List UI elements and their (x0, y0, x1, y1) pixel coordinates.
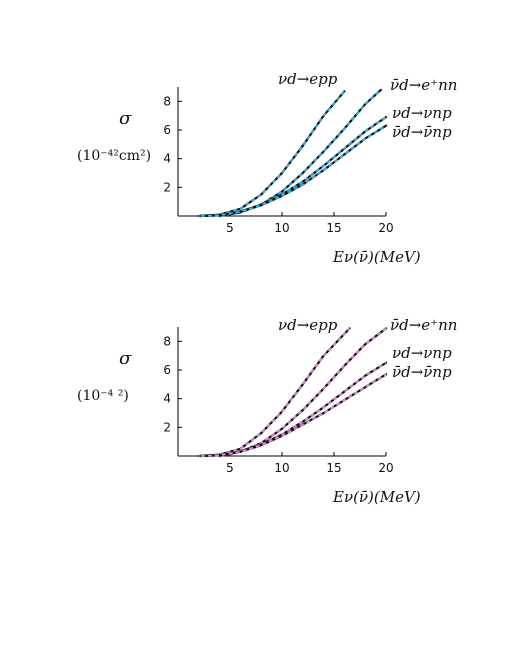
top-y-tick-label: 6 (163, 123, 171, 137)
bottom-series-1-dash (198, 327, 351, 457)
top-xlabel: Eν(ν̄)(MeV) (332, 248, 421, 266)
top-x-tick-label: 10 (274, 221, 289, 235)
top-legend-label-2: ν̄d→e⁺nn (390, 76, 457, 94)
bottom-series-4-line (199, 373, 388, 458)
top-chart-panel: σ (10⁻⁴²cm²) Eν(ν̄)(MeV) νd→epp ν̄d→e⁺nn… (77, 70, 457, 266)
bottom-x-tick-label: 5 (226, 461, 234, 475)
top-x-tick-label: 20 (378, 221, 393, 235)
top-y-tick-label: 4 (163, 152, 171, 166)
bottom-series-1-line (197, 327, 351, 458)
bottom-y-tick-label: 8 (163, 334, 171, 348)
bottom-x-tick-label: 10 (274, 461, 289, 475)
top-series-2-line (218, 88, 382, 218)
bottom-ylabel-unit: (10⁻⁴ ²) (77, 388, 129, 404)
bottom-x-tick-label: 15 (326, 461, 341, 475)
bottom-y-tick-label: 6 (163, 363, 171, 377)
bottom-legend-label-4: ν̄d→ν̄np (392, 363, 452, 381)
top-x-tick-label: 5 (226, 221, 234, 235)
top-series-2-dash (219, 89, 382, 217)
top-x-tick-label: 15 (326, 221, 341, 235)
top-legend-label-1: νd→epp (278, 70, 338, 88)
top-series-4-dash (200, 124, 387, 217)
bottom-ylabel-symbol: σ (119, 348, 132, 369)
bottom-series-2-dash (219, 327, 387, 457)
top-legend-label-4: ν̄d→ν̄np (392, 123, 452, 141)
bottom-y-tick-label: 2 (163, 420, 171, 434)
bottom-y-tick-label: 4 (163, 392, 171, 406)
bottom-legend-label-2: ν̄d→e⁺nn (390, 316, 457, 334)
bottom-series-4-dash (200, 373, 387, 457)
bottom-x-tick-label: 20 (378, 461, 393, 475)
top-y-tick-label: 2 (163, 180, 171, 194)
top-ylabel-symbol: σ (119, 108, 132, 129)
top-series-4-line (199, 124, 388, 218)
bottom-series-3-line (199, 361, 388, 458)
top-legend-label-3: νd→νnp (392, 104, 452, 122)
top-y-tick-label: 8 (163, 94, 171, 108)
bottom-xlabel: Eν(ν̄)(MeV) (332, 488, 421, 506)
bottom-series-3-dash (200, 362, 387, 457)
top-ylabel-unit: (10⁻⁴²cm²) (77, 148, 151, 164)
top-series-3-dash (200, 116, 387, 217)
bottom-legend-label-3: νd→νnp (392, 344, 452, 362)
bottom-legend-label-1: νd→epp (278, 316, 338, 334)
bottom-chart-panel: σ (10⁻⁴ ²) Eν(ν̄)(MeV) νd→epp ν̄d→e⁺nn ν… (77, 316, 457, 506)
top-series-3-line (199, 115, 388, 218)
